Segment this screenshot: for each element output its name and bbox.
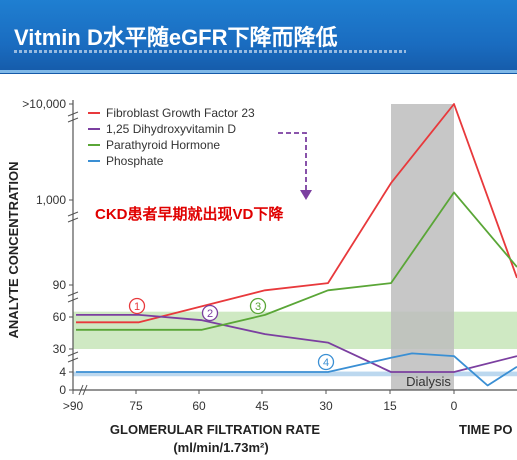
- slide-header: [0, 0, 517, 74]
- x-tick-label: 45: [255, 399, 269, 413]
- x-tick-label: 75: [129, 399, 143, 413]
- x-tick-label: 0: [451, 399, 458, 413]
- x-tick-label: >90: [63, 399, 84, 413]
- x-tick-label: 30: [319, 399, 333, 413]
- y-tick-label: 60: [53, 310, 67, 324]
- series-line-fgf23: [76, 103, 517, 324]
- x-axis-label: GLOMERULAR FILTRATION RATE: [110, 422, 320, 437]
- series-marker-number-pth: 3: [255, 301, 261, 313]
- x-axis-units-label: (ml/min/1.73m²): [173, 440, 268, 455]
- y-axis-break-mark: [67, 291, 79, 303]
- y-tick-label: 90: [53, 278, 67, 292]
- normal-range-band-blue: [73, 371, 517, 377]
- legend-label-pth: Parathyroid Hormone: [106, 138, 220, 152]
- y-axis-label: ANALYTE CONCENTRATION: [6, 162, 21, 339]
- x-tick-label: 15: [383, 399, 397, 413]
- y-axis-break-mark: [67, 211, 79, 223]
- series-line-pth: [76, 191, 517, 331]
- y-tick-label: 1,000: [36, 193, 66, 207]
- series-marker-circle-phosphate: [317, 353, 335, 371]
- x-axis-label-time: TIME PO: [459, 422, 512, 437]
- series-line-vitd: [76, 313, 517, 373]
- y-tick-label: 4: [59, 365, 66, 379]
- annotation-arrow-head: [300, 190, 312, 200]
- series-marker-circle-pth: [249, 297, 267, 315]
- y-axis-break-mark: [67, 351, 79, 363]
- series-marker-number-phosphate: 4: [323, 357, 329, 369]
- dialysis-band: [391, 104, 454, 390]
- annotation-arrow-line: [278, 132, 307, 194]
- series-marker-number-fgf23: 1: [134, 301, 140, 313]
- y-tick-label: >10,000: [22, 97, 66, 111]
- x-axis-break-mark: [78, 384, 88, 396]
- slide-title: Vitmin D水平随eGFR下降而降低: [14, 25, 338, 50]
- series-marker-number-vitd: 2: [207, 308, 213, 320]
- title-underline: [14, 50, 406, 53]
- series-marker-circle-vitd: [201, 304, 219, 322]
- y-tick-label: 30: [53, 342, 67, 356]
- legend-label-fgf23: Fibroblast Growth Factor 23: [106, 106, 255, 120]
- y-tick-label: 0: [59, 383, 66, 397]
- dialysis-label: Dialysis: [406, 374, 451, 389]
- legend-label-vitd: 1,25 Dihydroxyvitamin D: [106, 122, 236, 136]
- x-tick-label: 60: [192, 399, 206, 413]
- y-axis-break-mark: [67, 111, 79, 123]
- header-accent-line: [0, 70, 517, 73]
- legend-label-phosphate: Phosphate: [106, 154, 164, 168]
- annotation-text: CKD患者早期就出现VD下降: [95, 205, 284, 223]
- series-line-phosphate: [76, 352, 517, 387]
- series-marker-circle-fgf23: [128, 297, 146, 315]
